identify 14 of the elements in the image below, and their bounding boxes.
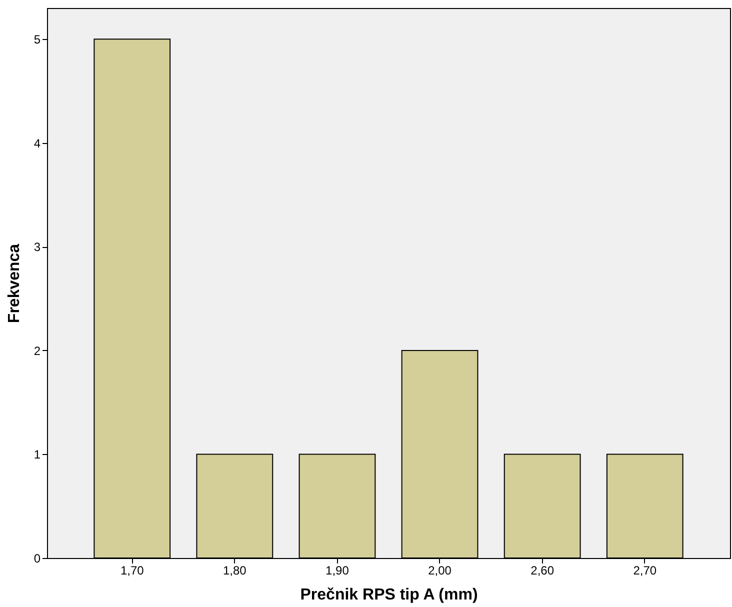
x-axis-title: Prečnik RPS tip A (mm) <box>300 586 478 604</box>
x-tick-label: 2,70 <box>633 564 657 578</box>
y-axis-title: Frekvenca <box>6 244 23 324</box>
x-tick-label: 2,60 <box>530 564 554 578</box>
y-tick-label: 5 <box>34 32 41 47</box>
x-tick-label: 2,00 <box>428 564 452 578</box>
y-tick-label: 2 <box>34 344 41 358</box>
y-tick-label: 3 <box>34 240 41 254</box>
x-tick-label: 1,70 <box>120 564 144 578</box>
y-tick-label: 1 <box>34 448 41 462</box>
x-tick-label: 1,90 <box>326 564 350 578</box>
x-tick-label: 1,80 <box>222 564 247 578</box>
y-tick-label: 0 <box>34 552 41 566</box>
y-tick-label: 4 <box>34 136 41 150</box>
